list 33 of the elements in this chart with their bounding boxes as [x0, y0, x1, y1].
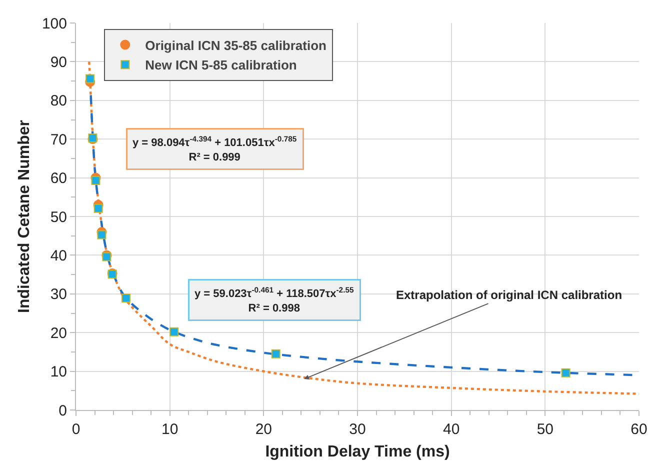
x-tick-label: 60: [630, 421, 648, 438]
y-tick-label: 10: [50, 364, 67, 381]
y-tick-label: 50: [50, 208, 67, 226]
point: [94, 204, 103, 213]
y-tick-label: 100: [42, 15, 67, 32]
point: [91, 176, 100, 186]
x-tick-label: 0: [72, 421, 80, 438]
y-tick-label: 60: [50, 170, 67, 188]
point: [271, 349, 280, 358]
text: y = 98.094τ$^{-4.394}$ + 101.051τx$^{-0.785}$ R² = 0.999: [132, 134, 297, 164]
y-tick-label: 70: [50, 131, 67, 148]
point: [561, 368, 570, 378]
y-tick-label: 20: [50, 324, 67, 342]
x-axis-title: Ignition Delay Time (ms): [265, 444, 450, 461]
legend-label: New ICN 5-85 calibration: [145, 58, 297, 73]
y-tick-label: 30: [50, 286, 67, 304]
annotation: Extrapolation of original ICN calibration: [396, 288, 622, 302]
y-tick-label: 80: [50, 92, 67, 110]
legend-label: Original ICN 35-85 calibration: [145, 38, 327, 53]
x-tick-label: 20: [255, 421, 272, 438]
x-tick-label: 40: [442, 421, 460, 438]
x-tick-label: 10: [161, 421, 178, 438]
point: [97, 230, 106, 240]
point: [122, 294, 131, 303]
x-tick-label: 30: [349, 421, 366, 438]
y-tick-label: 40: [50, 247, 67, 264]
y-axis-title: Indicated Cetane Number: [16, 120, 33, 313]
y-tick-label: 0: [58, 402, 67, 420]
text: y = 59.023τ$^{-0.461}$ + 118.507τx$^{-2.55}$ R² = 0.998: [194, 286, 354, 314]
point: [170, 327, 179, 336]
y-tick-label: 90: [50, 54, 67, 71]
point: [86, 74, 95, 84]
x-tick-label: 50: [536, 421, 554, 438]
